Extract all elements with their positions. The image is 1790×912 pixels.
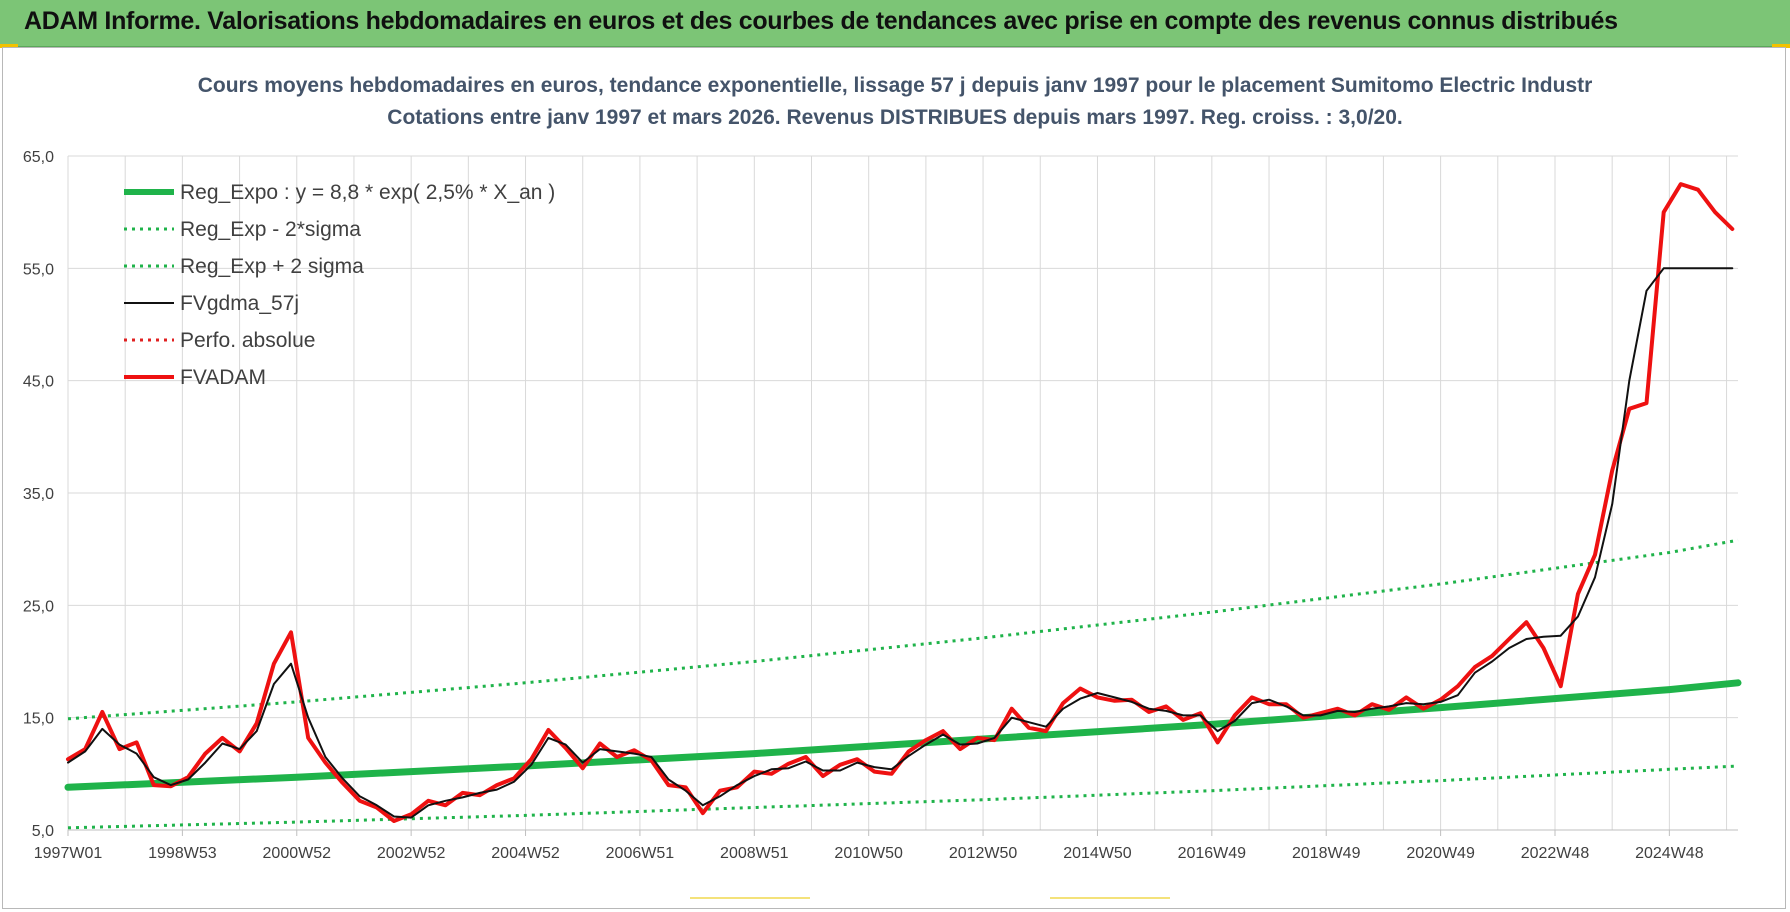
legend-label: Reg_Exp - 2*sigma	[180, 218, 361, 241]
x-tick-label: 2006W51	[606, 845, 675, 862]
legend-label: FVADAM	[180, 366, 266, 389]
series-line-reg-exp-2-sigma	[67, 764, 1739, 830]
legend-label: Reg_Expo : y = 8,8 * exp( 2,5% * X_an )	[180, 181, 555, 204]
y-tick-label: 35,0	[23, 486, 54, 503]
chart-title-line-2: Cotations entre janv 1997 et mars 2026. …	[387, 106, 1402, 129]
x-tick-label: 2008W51	[720, 845, 789, 862]
legend-label: FVgdma_57j	[180, 292, 299, 315]
x-tick-label: 2002W52	[377, 845, 446, 862]
x-tick-label: 2020W49	[1406, 845, 1475, 862]
y-tick-label: 5,0	[32, 823, 54, 840]
corner-accent-left	[0, 44, 18, 48]
legend-label: Perfo. absolue	[180, 329, 315, 352]
series-line-fvgdma-57j	[67, 267, 1734, 819]
x-tick-label: 2000W52	[263, 845, 332, 862]
x-tick-label: 2010W50	[834, 845, 903, 862]
x-tick-label: 1997W01	[34, 845, 103, 862]
y-tick-label: 15,0	[23, 711, 54, 728]
series-line-reg-exp-2-sigma	[67, 538, 1739, 721]
series-line-fvadam	[66, 182, 1735, 823]
legend-label: Reg_Exp + 2 sigma	[180, 255, 364, 278]
x-tick-label: 2018W49	[1292, 845, 1361, 862]
x-tick-label: 2012W50	[949, 845, 1018, 862]
x-tick-label: 2014W50	[1063, 845, 1132, 862]
x-tick-label: 2004W52	[491, 845, 560, 862]
x-tick-label: 2024W48	[1635, 845, 1704, 862]
x-axis: 1997W01 1998W53 2000W52 2002W52 2004W52 2006W…	[34, 830, 1704, 862]
x-tick-label: 1998W53	[148, 845, 217, 862]
report-banner: ADAM Informe. Valorisations hebdomadaire…	[0, 0, 1790, 47]
y-tick-label: 65,0	[23, 149, 54, 166]
y-tick-label: 25,0	[23, 598, 54, 615]
y-tick-label: 55,0	[23, 261, 54, 278]
report-banner-title: ADAM Informe. Valorisations hebdomadaire…	[24, 7, 1618, 35]
series-line-reg-expo-y-8-8-exp-2	[64, 679, 1742, 791]
chart-series	[64, 182, 1742, 830]
footer-highlight-left	[690, 897, 810, 899]
corner-accent-right	[1772, 44, 1790, 48]
chart-title-line-1: Cours moyens hebdomadaires en euros, ten…	[198, 74, 1593, 97]
footer-highlight-right	[1050, 897, 1170, 899]
y-axis: 5,0 15,0 25,0 35,0 45,0 55,0 65,0	[23, 149, 54, 840]
chart-frame	[2, 47, 1786, 909]
x-tick-label: 2022W48	[1521, 845, 1590, 862]
chart-legend: Reg_Expo : y = 8,8 * exp( 2,5% * X_an ) R…	[124, 181, 555, 389]
y-tick-label: 45,0	[23, 374, 54, 391]
x-tick-label: 2016W49	[1178, 845, 1247, 862]
